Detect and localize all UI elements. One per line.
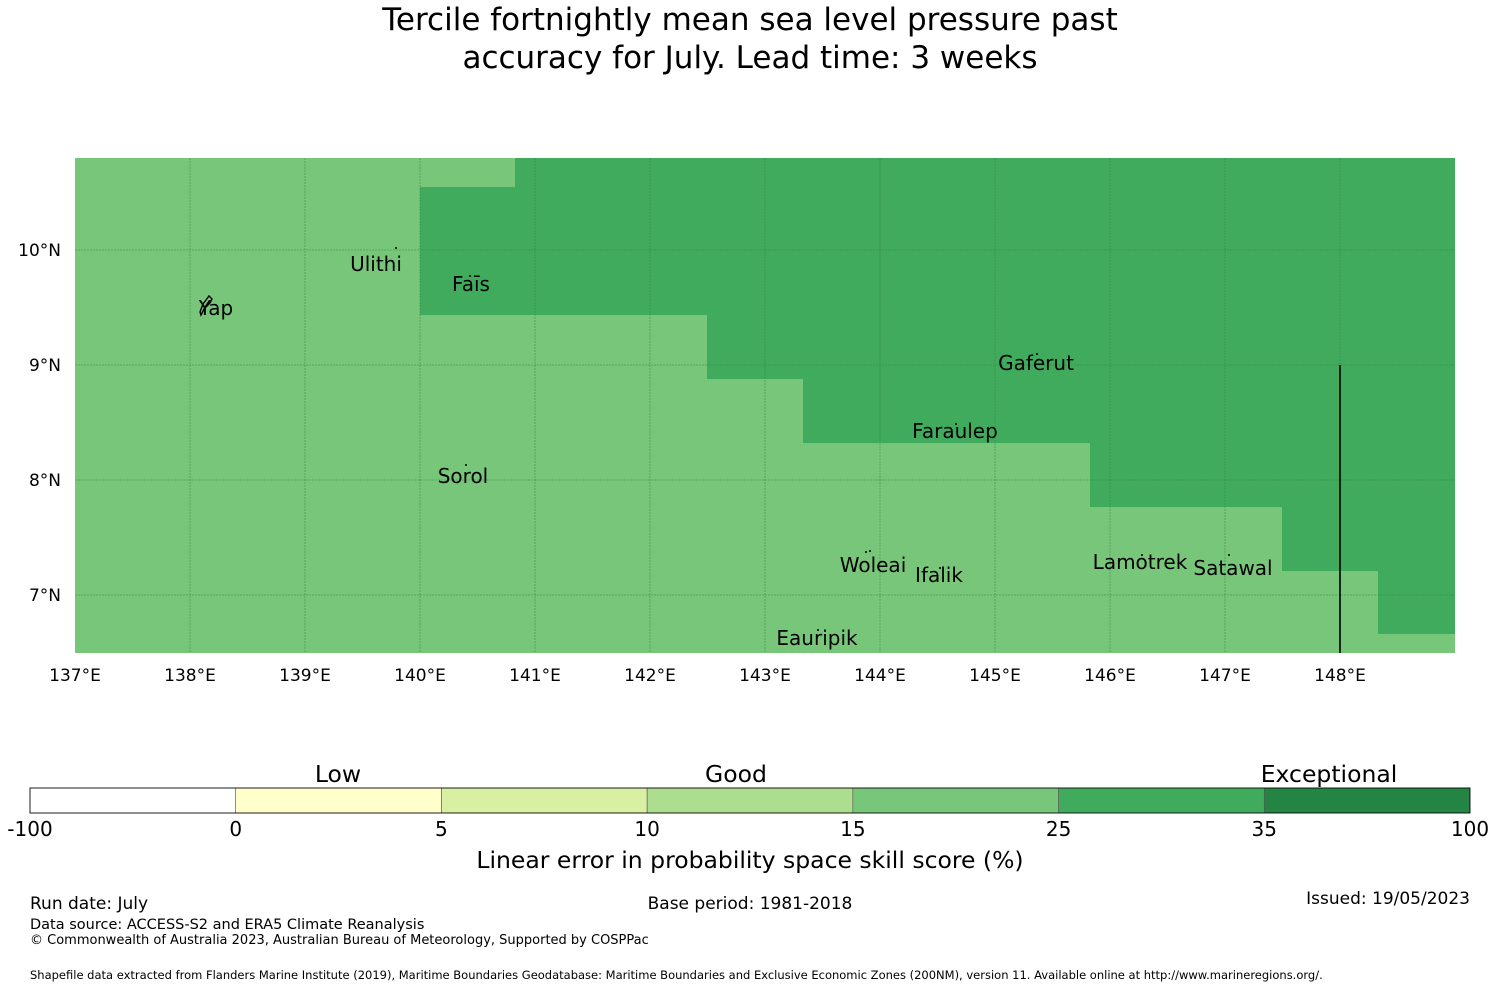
longitude-tick-label: 142°E bbox=[624, 666, 676, 686]
shapefile-credit: Shapefile data extracted from Flanders M… bbox=[30, 968, 1323, 982]
place-label-lamotrek: Lamotrek bbox=[1093, 550, 1188, 574]
colorbar: Low Good Exceptional -100 0 5 10 15 25 35 100 Lin… bbox=[7, 760, 1489, 874]
gaferut-island-mark bbox=[1036, 353, 1038, 355]
longitude-tick-label: 144°E bbox=[854, 666, 906, 686]
legend-tick-label: -100 bbox=[7, 817, 52, 841]
longitude-tick-label: 137°E bbox=[49, 666, 101, 686]
place-label-yap: Yap bbox=[198, 296, 233, 320]
latitude-tick-label: 7°N bbox=[29, 586, 61, 606]
legend-color-box bbox=[646, 787, 854, 814]
legend-category-label: Low bbox=[315, 760, 361, 788]
yap-island-outline bbox=[199, 294, 213, 317]
longitude-tick-label: 141°E bbox=[509, 666, 561, 686]
data-source: Data source: ACCESS-S2 and ERA5 Climate … bbox=[30, 917, 425, 933]
lamotrek-island-mark bbox=[1141, 554, 1143, 556]
longitude-tick-label: 143°E bbox=[739, 666, 791, 686]
legend-tick-label: 0 bbox=[229, 817, 242, 841]
longitude-tick-label: 147°E bbox=[1199, 666, 1251, 686]
legend-tick-label: 5 bbox=[435, 817, 448, 841]
legend-tick-labels: -100 0 5 10 15 25 35 100 bbox=[7, 817, 1489, 841]
place-label-eauripik: Eauripik bbox=[776, 626, 858, 650]
skill-region-25-35 bbox=[420, 158, 1455, 634]
latitude-tick-label: 9°N bbox=[29, 356, 61, 376]
place-label-faraulep: Faraulep bbox=[912, 419, 998, 443]
legend-color-box bbox=[235, 787, 442, 814]
legend-tick-label: 10 bbox=[634, 817, 659, 841]
map-title-line-1: Tercile fortnightly mean sea level press… bbox=[382, 2, 1118, 38]
place-label-satawal: Satawal bbox=[1193, 556, 1272, 580]
legend-tick-label: 25 bbox=[1046, 817, 1071, 841]
place-label-fas: Faīs bbox=[452, 272, 490, 296]
colorbar-axis-label: Linear error in probability space skill … bbox=[476, 846, 1023, 874]
legend-color-box bbox=[1263, 787, 1471, 814]
faraulep-island-mark bbox=[955, 423, 957, 425]
woleai-island-mark bbox=[865, 551, 867, 553]
woleai-island-mark-2 bbox=[869, 550, 871, 552]
base-period: Base period: 1981-2018 bbox=[647, 894, 853, 914]
legend-category-labels: Low Good Exceptional bbox=[315, 760, 1397, 788]
place-label-ulithi: Ulithi bbox=[350, 252, 402, 276]
satawal-island-mark bbox=[1228, 554, 1230, 556]
ifalik-island-mark bbox=[939, 567, 941, 569]
graticule bbox=[75, 158, 1455, 653]
place-label-woleai: Woleai bbox=[840, 553, 907, 577]
eauripik-island-mark bbox=[817, 629, 819, 631]
longitude-tick-label: 140°E bbox=[394, 666, 446, 686]
legend-category-label: Good bbox=[705, 760, 767, 788]
colorbar-frame bbox=[29, 787, 1471, 814]
place-label-gaferut: Gaferut bbox=[998, 351, 1074, 375]
place-label-ifalik: Ifalik bbox=[915, 563, 963, 587]
longitude-tick-label: 138°E bbox=[164, 666, 216, 686]
legend-color-box bbox=[29, 787, 237, 814]
longitude-tick-label: 148°E bbox=[1314, 666, 1366, 686]
ulithi-island-mark bbox=[395, 247, 397, 249]
longitude-labels: 137°E 138°E 139°E 140°E 141°E 142°E 143°E 144°E… bbox=[49, 666, 1366, 686]
latitude-labels: 10°N 9°N 8°N 7°N bbox=[18, 241, 61, 606]
legend-color-box bbox=[852, 787, 1059, 814]
map-title-line-2: accuracy for July. Lead time: 3 weeks bbox=[462, 40, 1038, 76]
legend-tick-label: 15 bbox=[840, 817, 865, 841]
place-label-sorol: Sorol bbox=[438, 464, 489, 488]
copyright: © Commonwealth of Australia 2023, Austra… bbox=[30, 933, 649, 948]
sorol-island-mark bbox=[465, 464, 467, 466]
legend-color-box bbox=[1058, 787, 1265, 814]
longitude-tick-label: 145°E bbox=[969, 666, 1021, 686]
legend-color-box bbox=[441, 787, 648, 814]
latitude-tick-label: 10°N bbox=[18, 241, 61, 261]
map-area: Yap Ulithi Faīs Gaferut Faraulep Sorol Woleai I… bbox=[75, 158, 1455, 653]
latitude-tick-label: 8°N bbox=[29, 471, 61, 491]
longitude-tick-label: 146°E bbox=[1084, 666, 1136, 686]
legend-category-label: Exceptional bbox=[1261, 760, 1398, 788]
place-labels: Yap Ulithi Faīs Gaferut Faraulep Sorol Woleai I… bbox=[198, 252, 1273, 650]
island-marks bbox=[199, 247, 1230, 631]
legend-tick-label: 100 bbox=[1451, 817, 1489, 841]
longitude-tick-label: 139°E bbox=[279, 666, 331, 686]
legend-color-boxes bbox=[29, 787, 1471, 814]
run-date: Run date: July bbox=[30, 894, 149, 914]
fais-island-mark bbox=[469, 275, 471, 277]
legend-tick-label: 35 bbox=[1252, 817, 1277, 841]
issued-date: Issued: 19/05/2023 bbox=[1306, 889, 1470, 909]
